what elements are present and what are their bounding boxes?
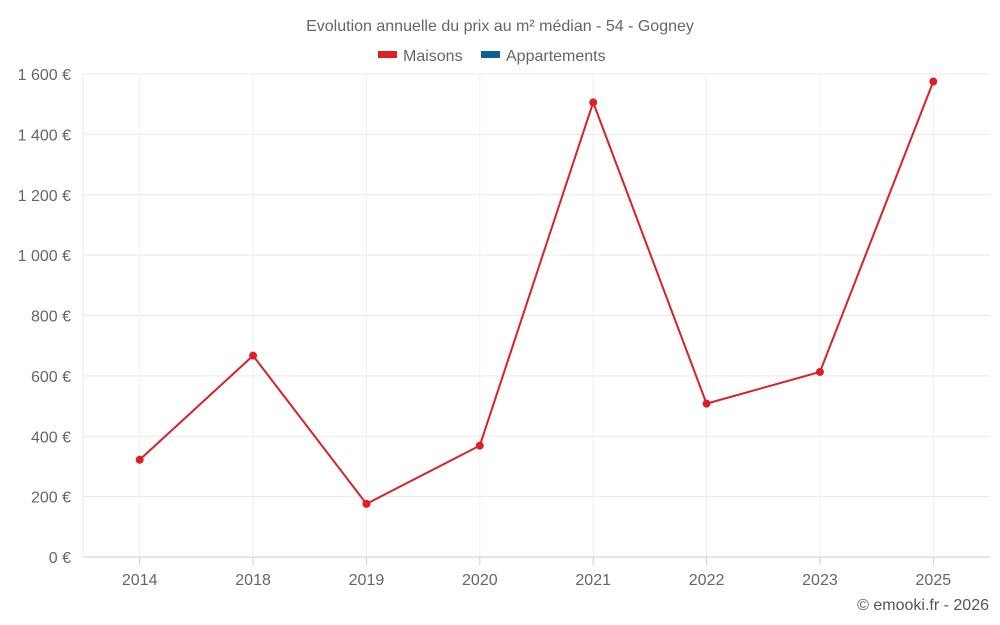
chart-title: Evolution annuelle du prix au m² médian … (306, 18, 694, 35)
data-point-2021[interactable] (589, 98, 598, 107)
data-point-2022[interactable] (702, 399, 711, 408)
data-point-2014[interactable] (135, 455, 144, 464)
series-line-maisons (139, 81, 935, 506)
grid (82, 73, 990, 558)
x-tick-label: 2018 (235, 572, 271, 589)
y-tick-label: 1 000 € (18, 248, 71, 265)
data-point-2019[interactable] (362, 499, 371, 508)
x-tick-label: 2025 (916, 572, 952, 589)
legend: Maisons Appartements (378, 48, 606, 65)
legend-label-maisons: Maisons (403, 48, 463, 65)
legend-swatch-appartements (481, 51, 500, 58)
y-tick-label: 1 200 € (18, 188, 71, 205)
y-tick-label: 1 600 € (18, 67, 71, 84)
x-axis: 2014 2018 2019 2020 2021 2022 2023 2025 (122, 557, 951, 589)
y-tick-label: 600 € (31, 369, 71, 386)
y-tick-label: 800 € (31, 309, 71, 326)
y-tick-label: 1 400 € (18, 127, 71, 144)
data-point-2023[interactable] (815, 367, 824, 376)
legend-swatch-maisons (378, 51, 397, 58)
data-point-2025[interactable] (929, 77, 938, 86)
x-tick-label: 2021 (575, 572, 611, 589)
credit-text: © emooki.fr - 2026 (857, 597, 989, 614)
legend-label-appartements: Appartements (506, 48, 606, 65)
y-axis: 0 € 200 € 400 € 600 € 800 € 1 000 € 1 200 € 1 4… (18, 67, 71, 567)
x-tick-label: 2014 (122, 572, 158, 589)
legend-item-appartements[interactable]: Appartements (481, 48, 606, 65)
y-tick-label: 200 € (31, 490, 71, 507)
y-tick-label: 400 € (31, 429, 71, 446)
y-tick-label: 0 € (49, 550, 71, 567)
x-tick-label: 2020 (462, 572, 498, 589)
legend-item-maisons[interactable]: Maisons (378, 48, 463, 65)
series-maisons (135, 77, 938, 508)
x-tick-label: 2023 (802, 572, 838, 589)
x-tick-label: 2019 (349, 572, 385, 589)
x-tick-label: 2022 (689, 572, 725, 589)
data-point-2018[interactable] (249, 351, 258, 360)
data-point-2020[interactable] (475, 441, 484, 450)
